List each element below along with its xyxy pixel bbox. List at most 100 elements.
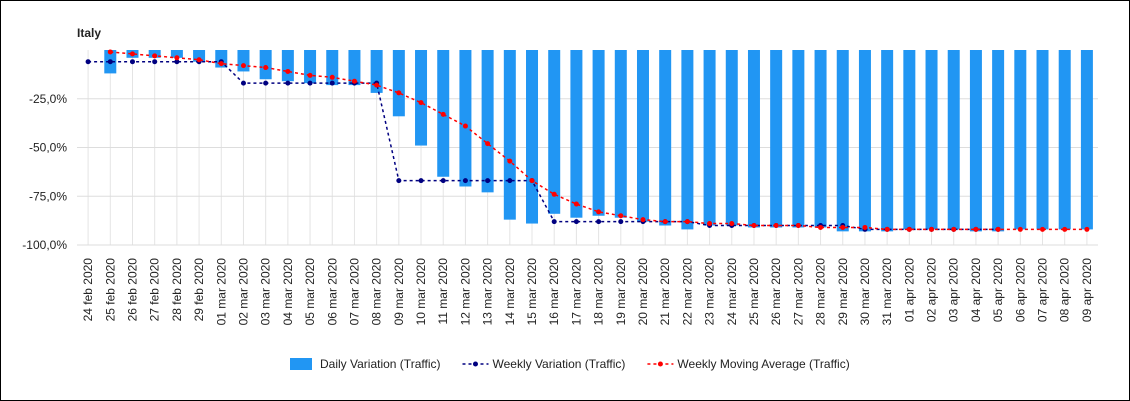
bar xyxy=(947,50,960,230)
bar xyxy=(481,50,494,193)
bar xyxy=(392,50,405,117)
point xyxy=(107,49,113,55)
x-tick-label: 27 feb 2020 xyxy=(148,258,162,322)
point xyxy=(174,55,180,61)
x-tick-label: 29 feb 2020 xyxy=(192,258,206,322)
legend-label: Weekly Moving Average (Traffic) xyxy=(677,357,849,371)
x-tick-label: 11 mar 2020 xyxy=(436,258,450,325)
point xyxy=(507,178,513,184)
x-tick-label: 21 mar 2020 xyxy=(658,258,672,326)
point xyxy=(818,224,824,230)
legend-swatch xyxy=(290,358,312,370)
x-tick-label: 02 apr 2020 xyxy=(925,258,939,322)
point xyxy=(596,219,602,225)
point xyxy=(418,100,424,106)
point xyxy=(973,226,979,232)
point xyxy=(573,219,579,225)
bar xyxy=(792,50,805,228)
x-tick-label: 08 mar 2020 xyxy=(370,258,384,326)
x-tick-label: 04 apr 2020 xyxy=(969,258,983,322)
y-tick-label: -100,0% xyxy=(22,238,67,252)
point xyxy=(107,59,113,65)
point xyxy=(240,80,246,86)
x-tick-label: 09 apr 2020 xyxy=(1080,258,1094,322)
bar xyxy=(415,50,428,146)
point xyxy=(573,201,579,207)
bar xyxy=(725,50,738,226)
x-tick-label: 28 mar 2020 xyxy=(814,258,828,326)
x-tick-label: 25 feb 2020 xyxy=(103,258,117,322)
legend-label: Daily Variation (Traffic) xyxy=(320,357,440,371)
bar xyxy=(836,50,849,232)
bar xyxy=(703,50,716,226)
point xyxy=(263,65,269,71)
point xyxy=(307,72,313,78)
point xyxy=(662,219,668,225)
bar xyxy=(326,50,339,86)
point xyxy=(485,178,491,184)
point xyxy=(329,74,335,80)
bar xyxy=(1036,50,1049,230)
x-tick-label: 24 feb 2020 xyxy=(81,258,95,322)
x-tick-label: 12 mar 2020 xyxy=(458,258,472,326)
legend-swatch xyxy=(657,361,663,367)
point xyxy=(152,53,158,59)
x-tick-label: 15 mar 2020 xyxy=(525,258,539,326)
bar xyxy=(592,50,605,216)
bar xyxy=(526,50,539,224)
bar xyxy=(304,50,317,84)
point xyxy=(218,61,224,67)
point xyxy=(129,51,135,57)
bar xyxy=(570,50,583,218)
bar xyxy=(459,50,472,187)
point xyxy=(418,178,424,184)
x-tick-label: 29 mar 2020 xyxy=(836,258,850,326)
point xyxy=(596,209,602,215)
point xyxy=(85,59,91,65)
y-tick-label: -50,0% xyxy=(29,141,67,155)
bar xyxy=(614,50,627,218)
point xyxy=(884,226,890,232)
bar xyxy=(814,50,827,228)
point xyxy=(618,219,624,225)
x-tick-label: 28 feb 2020 xyxy=(170,258,184,322)
point xyxy=(684,219,690,225)
point xyxy=(351,78,357,84)
point xyxy=(929,226,935,232)
x-tick-label: 08 apr 2020 xyxy=(1058,258,1072,322)
bar xyxy=(858,50,871,232)
x-tick-label: 01 apr 2020 xyxy=(902,258,916,322)
point xyxy=(329,80,335,86)
point xyxy=(551,191,557,197)
point xyxy=(485,141,491,147)
x-tick-label: 02 mar 2020 xyxy=(236,258,250,326)
bar xyxy=(348,50,361,86)
x-tick-label: 22 mar 2020 xyxy=(680,258,694,326)
x-tick-label: 23 mar 2020 xyxy=(703,258,717,326)
x-tick-label: 13 mar 2020 xyxy=(481,258,495,326)
x-tick-label: 24 mar 2020 xyxy=(725,258,739,326)
y-tick-label: -25,0% xyxy=(29,92,67,106)
x-tick-label: 26 feb 2020 xyxy=(125,258,139,322)
point xyxy=(152,59,158,65)
point xyxy=(129,59,135,65)
point xyxy=(196,57,202,63)
bar xyxy=(370,50,383,93)
point xyxy=(840,224,846,230)
x-tick-label: 05 mar 2020 xyxy=(303,258,317,326)
legend-label: Weekly Variation (Traffic) xyxy=(492,357,625,371)
point xyxy=(707,221,713,227)
line xyxy=(110,51,1087,231)
point xyxy=(551,219,557,225)
line xyxy=(88,60,999,231)
bar xyxy=(259,50,272,80)
x-tick-label: 01 mar 2020 xyxy=(214,258,228,326)
bar xyxy=(770,50,783,228)
bar xyxy=(237,50,250,72)
bar xyxy=(170,50,183,58)
x-tick-label: 06 mar 2020 xyxy=(325,258,339,326)
point xyxy=(396,90,402,96)
point xyxy=(640,217,646,223)
point xyxy=(307,80,313,86)
chart-title: Italy xyxy=(77,26,101,40)
